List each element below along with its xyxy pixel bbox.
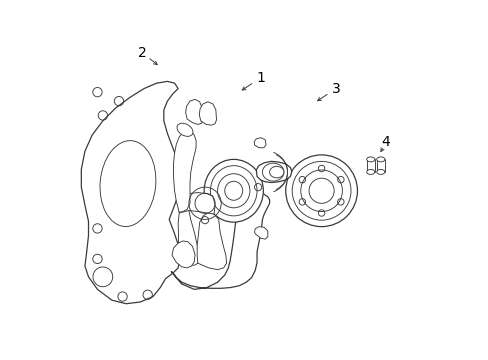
Ellipse shape [262,163,284,181]
Polygon shape [171,192,269,289]
Ellipse shape [203,159,263,222]
Ellipse shape [366,170,374,174]
Polygon shape [185,99,203,125]
Polygon shape [178,209,199,265]
Ellipse shape [269,166,284,178]
Ellipse shape [376,157,384,162]
Ellipse shape [177,123,193,136]
Circle shape [285,155,357,226]
Polygon shape [178,193,215,214]
Polygon shape [197,212,226,270]
Ellipse shape [376,170,384,174]
Text: 3: 3 [331,82,340,95]
Text: 1: 1 [256,71,264,85]
Polygon shape [256,161,291,183]
Text: 2: 2 [138,46,146,60]
Polygon shape [254,138,265,148]
Polygon shape [81,81,180,304]
Polygon shape [254,226,267,239]
Text: 4: 4 [381,135,390,149]
Polygon shape [173,131,196,212]
Ellipse shape [366,157,374,162]
Polygon shape [199,102,216,125]
Polygon shape [172,241,195,268]
